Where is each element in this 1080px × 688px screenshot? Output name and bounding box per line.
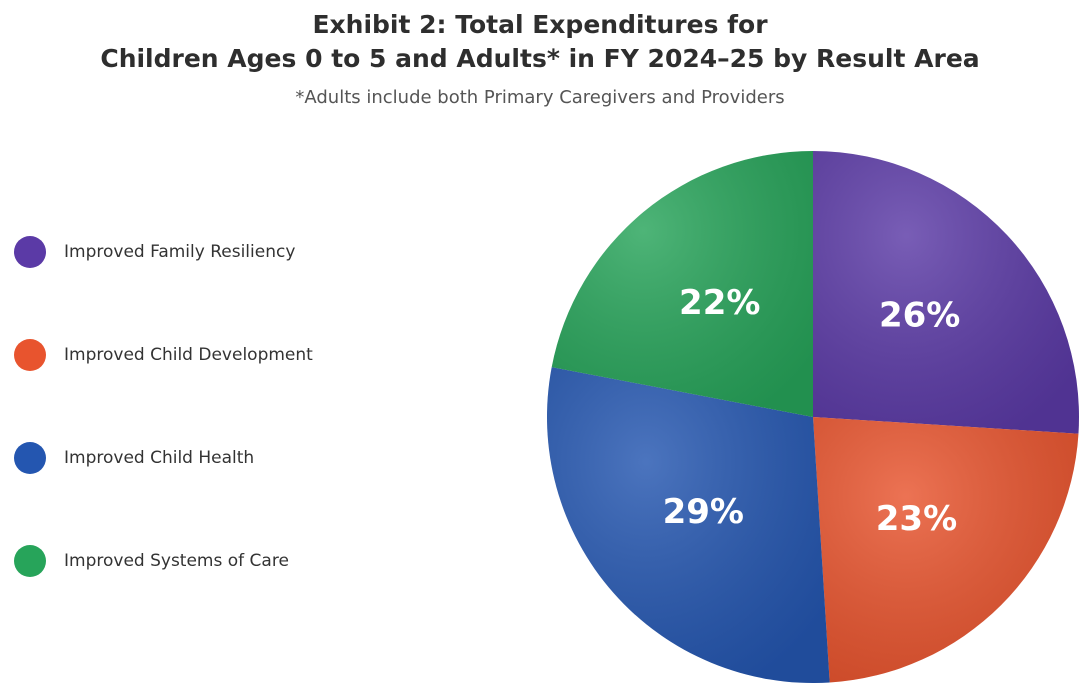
slice-shade — [551, 151, 813, 417]
slice-shade — [547, 367, 830, 683]
slice-label: 22% — [679, 283, 760, 323]
legend-swatch — [14, 442, 46, 474]
legend-label: Improved Family Resiliency — [64, 242, 295, 262]
slice-label: 23% — [876, 499, 957, 539]
legend-label: Improved Child Health — [64, 448, 254, 468]
legend-label: Improved Child Development — [64, 345, 313, 365]
legend-swatch — [14, 545, 46, 577]
legend-swatch — [14, 339, 46, 371]
legend-swatch — [14, 236, 46, 268]
chart-title: Children Ages 0 to 5 and Adults* in FY 2… — [100, 44, 979, 73]
slice-label: 26% — [879, 295, 960, 335]
legend-label: Improved Systems of Care — [64, 551, 289, 571]
chart-subtitle: *Adults include both Primary Caregivers … — [295, 87, 784, 108]
slice-shade — [813, 151, 1079, 434]
chart-title: Exhibit 2: Total Expenditures for — [312, 10, 768, 39]
slice-shade — [813, 417, 1079, 683]
slice-label: 29% — [663, 492, 744, 532]
